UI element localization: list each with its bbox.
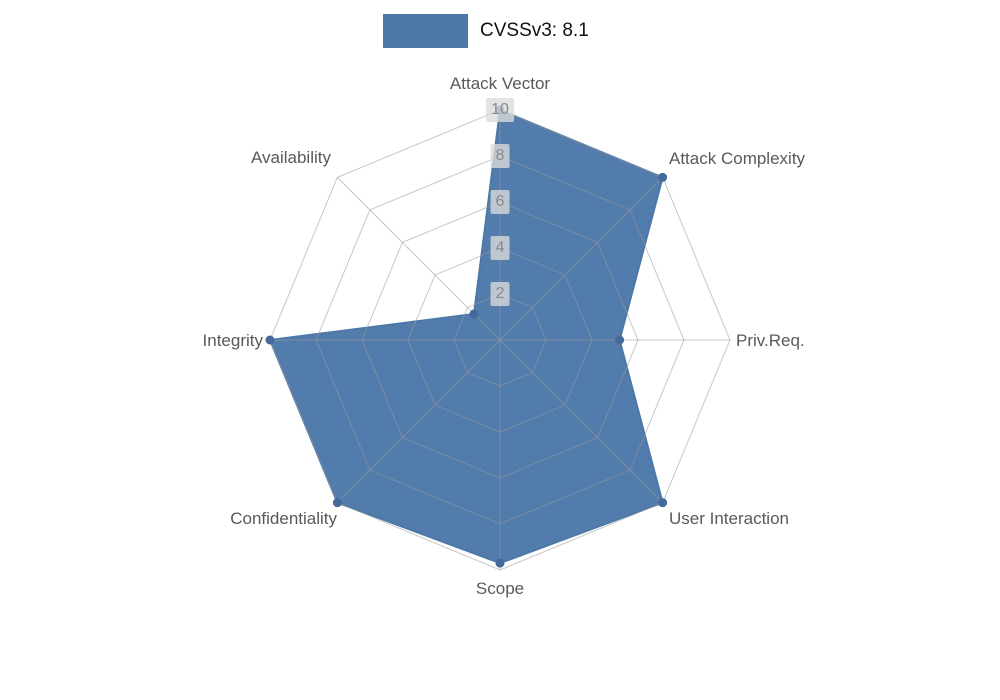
axis-label-availability: Availability xyxy=(250,148,331,167)
axis-label-attack-complexity: Attack Complexity xyxy=(669,149,806,168)
data-point-dot[interactable] xyxy=(658,498,668,508)
axis-label-confidentiality: Confidentiality xyxy=(230,509,337,528)
grid-spoke xyxy=(499,339,663,503)
legend-label: CVSSv3: 8.1 xyxy=(480,20,589,41)
radial-tick-4: 4 xyxy=(490,236,510,260)
grid-spoke xyxy=(499,177,663,341)
data-point-dot[interactable] xyxy=(615,335,625,345)
legend-swatch xyxy=(383,14,468,48)
axis-label-attack-vector: Attack Vector xyxy=(449,74,551,93)
axis-label-priv-req: Priv.Req. xyxy=(736,331,805,350)
grid-spoke xyxy=(337,339,501,503)
radial-tick-6: 6 xyxy=(490,190,510,214)
data-point-dot[interactable] xyxy=(495,558,505,568)
axis-label-scope: Scope xyxy=(475,579,525,598)
axis-label-user-interaction: User Interaction xyxy=(669,509,789,528)
radial-tick-2: 2 xyxy=(490,282,510,306)
radial-tick-10: 10 xyxy=(486,98,514,122)
data-point-dot[interactable] xyxy=(658,172,668,182)
axis-label-integrity: Integrity xyxy=(202,331,263,350)
radar-area xyxy=(269,109,664,565)
radial-tick-8: 8 xyxy=(490,144,510,168)
legend[interactable]: CVSSv3: 8.1 xyxy=(383,14,589,48)
data-point-dot[interactable] xyxy=(332,498,342,508)
data-point-dot[interactable] xyxy=(469,309,479,319)
data-point-dot[interactable] xyxy=(265,335,275,345)
